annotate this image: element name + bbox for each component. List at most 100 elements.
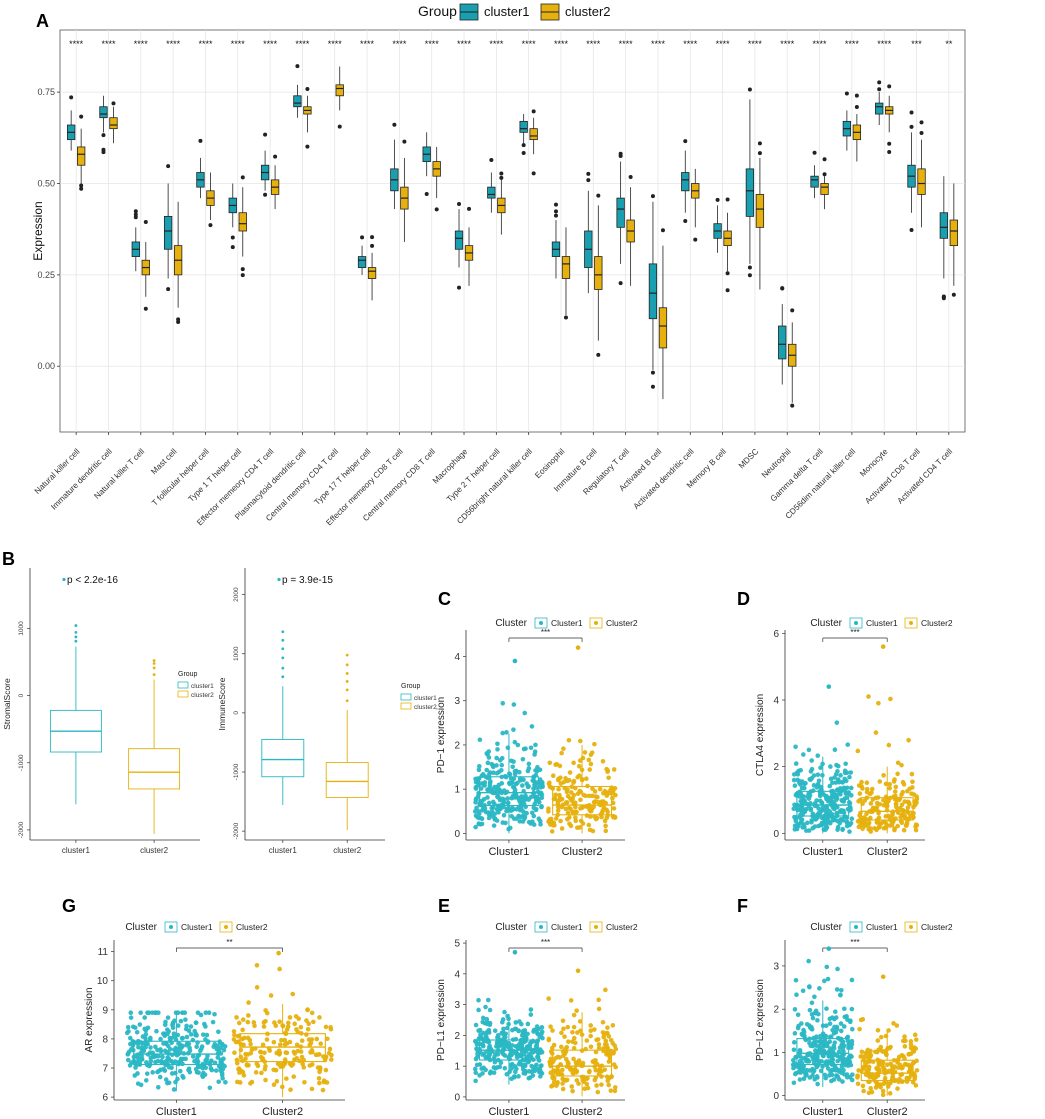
panel-a-outlier <box>790 308 795 313</box>
data-point <box>213 1068 219 1073</box>
data-point <box>814 785 820 790</box>
legend-key <box>534 617 548 629</box>
data-point <box>810 825 816 831</box>
data-point <box>277 966 282 972</box>
data-point <box>164 1049 170 1055</box>
data-point <box>241 1073 247 1078</box>
data-point <box>573 1040 578 1046</box>
panel-b-ytick-label: -1000 <box>233 763 240 780</box>
data-point <box>877 779 883 784</box>
data-point <box>908 1051 914 1057</box>
data-point <box>516 1028 521 1034</box>
data-point <box>485 795 490 800</box>
panel-a-outlier <box>208 223 213 228</box>
panel-a-significance: **** <box>231 39 246 49</box>
data-point <box>175 1076 180 1082</box>
data-point <box>569 798 575 803</box>
data-point <box>880 1088 886 1094</box>
data-point <box>806 958 811 964</box>
data-point <box>797 1077 803 1082</box>
panel-a-outlier <box>263 192 268 197</box>
panel-a-outlier <box>337 124 342 129</box>
data-point <box>807 1023 812 1028</box>
data-point <box>884 804 890 809</box>
panel-a-outlier <box>240 273 245 278</box>
panel-b-ytick-label: 0 <box>18 693 25 697</box>
data-point <box>519 1044 525 1050</box>
data-point <box>577 825 583 830</box>
data-point <box>592 789 598 794</box>
data-point <box>839 779 845 785</box>
data-point <box>571 1045 577 1051</box>
data-point <box>594 1037 599 1043</box>
data-point <box>895 760 901 766</box>
data-point <box>240 1017 246 1022</box>
data-point <box>299 1054 305 1060</box>
panel-a-box <box>99 106 108 119</box>
data-point <box>221 1047 227 1053</box>
ytick-label: 0 <box>773 1091 779 1102</box>
data-point <box>816 823 821 829</box>
data-point <box>472 809 478 814</box>
data-point <box>513 768 519 774</box>
panel-a-significance: **** <box>134 39 149 49</box>
ytick-label: 1 <box>773 1048 779 1059</box>
data-point <box>585 1075 590 1081</box>
data-point <box>603 987 608 993</box>
data-point <box>876 1062 882 1068</box>
data-point <box>523 1068 528 1074</box>
data-point <box>556 1069 562 1074</box>
data-point <box>592 799 598 804</box>
ytick-label: 0 <box>454 829 460 840</box>
data-point <box>822 1072 828 1078</box>
panel-a-xtick-label: Mast cell <box>149 447 178 476</box>
data-point <box>477 737 483 743</box>
data-point <box>539 804 544 810</box>
data-point <box>896 797 902 803</box>
data-point <box>601 799 606 804</box>
data-point <box>175 1023 181 1028</box>
data-point <box>843 761 848 767</box>
panel-b-legend-label: cluster2 <box>191 692 214 699</box>
data-point <box>815 753 821 758</box>
data-point <box>480 1043 486 1049</box>
data-point <box>511 776 517 782</box>
box <box>478 776 539 807</box>
data-point <box>494 755 499 761</box>
panel-b-outlier <box>74 639 78 643</box>
data-point <box>212 1011 217 1017</box>
data-point <box>516 1061 522 1067</box>
data-point <box>848 1045 854 1050</box>
data-point <box>487 785 493 791</box>
data-point <box>818 1068 824 1074</box>
data-point <box>144 1071 150 1076</box>
panel-a-legend-label: cluster1 <box>484 4 530 19</box>
data-point <box>807 776 813 782</box>
data-point <box>605 768 611 773</box>
legend-key <box>589 921 603 933</box>
data-point <box>487 1007 493 1013</box>
xtick-label: Cluster1 <box>488 1106 529 1118</box>
data-point <box>484 1035 489 1040</box>
data-point <box>888 696 893 702</box>
data-point <box>476 811 482 817</box>
data-point <box>829 811 834 817</box>
panel-b-outlier <box>281 666 285 670</box>
panel-a-outlier <box>563 315 568 320</box>
data-point <box>538 822 543 827</box>
data-point <box>859 779 864 785</box>
data-point <box>855 1075 860 1080</box>
data-point <box>521 1032 527 1038</box>
data-point <box>520 819 526 824</box>
data-point <box>138 1082 144 1088</box>
data-point <box>570 1088 575 1094</box>
data-point <box>125 1057 131 1063</box>
panel-a-outlier <box>434 207 439 212</box>
panel-a-significance: **** <box>101 39 116 49</box>
data-point <box>505 800 511 806</box>
data-point <box>548 1024 553 1029</box>
data-point <box>262 1050 267 1056</box>
panel-a-outlier <box>240 267 245 272</box>
data-point <box>485 760 491 766</box>
data-point <box>588 1044 594 1050</box>
